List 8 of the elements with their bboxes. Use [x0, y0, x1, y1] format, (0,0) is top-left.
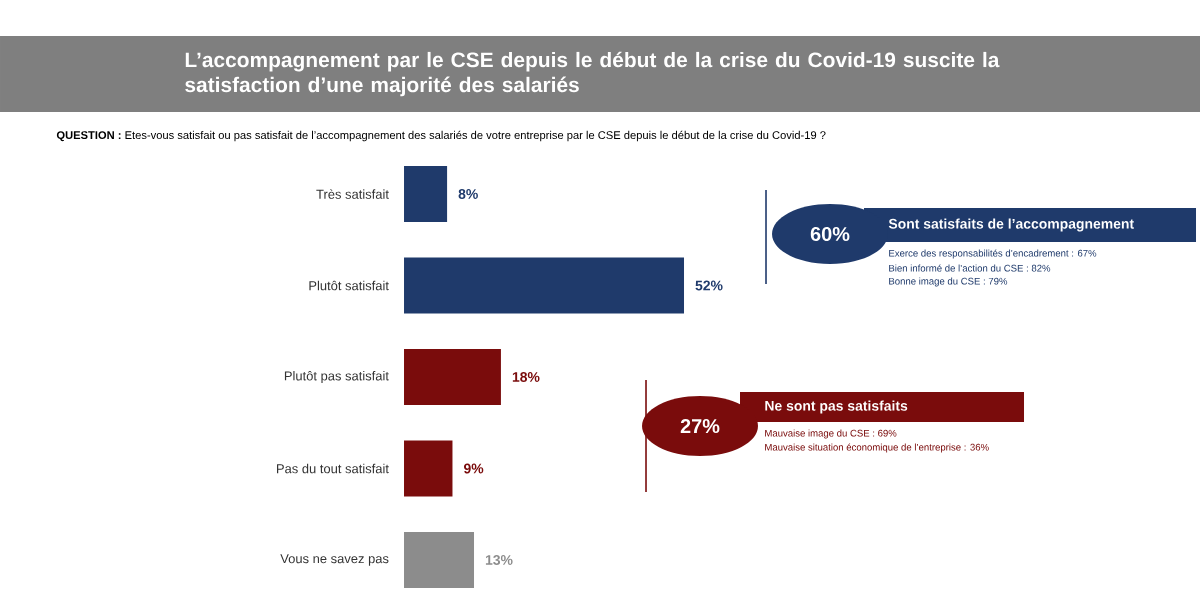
bar: [404, 532, 475, 588]
chart-title: L’accompagnement par le CSE depuis le début de la crise du Covid-19 suscite la satisfaction d’une majorité des salariés: [185, 51, 1000, 97]
bar: [404, 349, 501, 405]
bar: [404, 165, 448, 222]
text: 60%: [810, 226, 850, 242]
bar: [404, 257, 685, 314]
annotation: 27%: [680, 418, 720, 434]
bar: [404, 440, 453, 497]
